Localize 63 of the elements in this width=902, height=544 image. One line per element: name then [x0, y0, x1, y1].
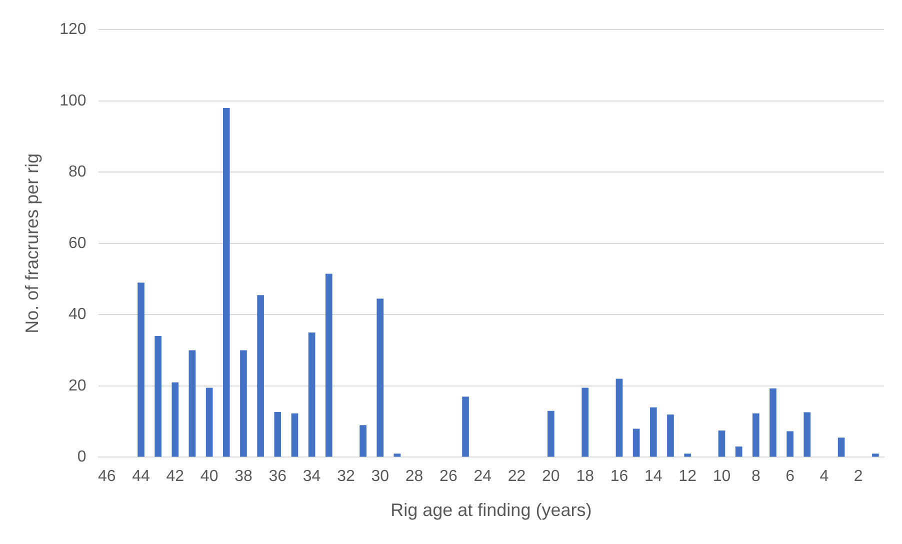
- bar: [804, 412, 811, 457]
- bar: [582, 388, 589, 457]
- bar: [770, 388, 776, 457]
- x-tick-label: 20: [542, 468, 560, 486]
- x-tick-label: 24: [474, 468, 492, 486]
- bar: [632, 428, 640, 457]
- bar: [376, 298, 384, 457]
- bar: [240, 350, 247, 457]
- bar: [291, 413, 298, 457]
- bar: [462, 396, 469, 457]
- x-tick-label: 14: [644, 468, 662, 486]
- bar: [752, 413, 760, 457]
- x-tick-label: 16: [610, 468, 628, 486]
- y-axis-title: No. of fracrures per rig: [22, 153, 42, 334]
- bar: [684, 454, 691, 457]
- x-tick-label: 38: [234, 468, 252, 486]
- x-tick-label: 30: [371, 468, 390, 486]
- x-tick-label: 10: [712, 468, 731, 486]
- y-tick-label: 20: [68, 377, 86, 394]
- x-tick-label: 44: [132, 468, 150, 486]
- bar: [838, 438, 845, 457]
- bar: [154, 336, 162, 457]
- y-tick-label: 40: [68, 306, 86, 324]
- x-tick-label: 8: [751, 468, 760, 486]
- x-tick-label: 32: [337, 468, 355, 486]
- x-axis-title: Rig age at finding (years): [390, 500, 592, 520]
- y-tick-label: 60: [68, 234, 86, 252]
- bar: [360, 425, 366, 457]
- bar: [188, 350, 196, 457]
- x-tick-label: 18: [576, 468, 594, 486]
- x-tick-label: 22: [508, 468, 526, 486]
- y-tick-label: 100: [60, 92, 86, 110]
- x-tick-label: 2: [854, 468, 863, 486]
- bar: [206, 388, 213, 457]
- bar: [172, 382, 179, 457]
- bar: [325, 274, 332, 457]
- bar: [667, 414, 674, 457]
- y-tick-label: 0: [77, 448, 86, 466]
- bar: [650, 407, 657, 457]
- bar: [872, 454, 879, 457]
- x-tick-label: 42: [166, 468, 184, 486]
- x-tick-label: 28: [405, 468, 424, 486]
- bar: [222, 108, 230, 457]
- bar: [274, 412, 282, 457]
- x-tick-label: 26: [440, 468, 458, 486]
- bar: [308, 332, 316, 457]
- x-tick-label: 4: [820, 468, 829, 486]
- bar: [718, 430, 726, 457]
- bar: [257, 295, 264, 457]
- bar: [138, 282, 144, 457]
- y-tick-label: 120: [60, 21, 86, 38]
- x-tick-label: 6: [786, 468, 795, 486]
- bar: [548, 410, 554, 457]
- x-tick-label: 34: [302, 468, 321, 486]
- y-tick-label: 80: [68, 164, 86, 181]
- bar: [735, 446, 742, 457]
- bar: [394, 454, 401, 457]
- x-tick-label: 36: [268, 468, 287, 486]
- x-tick-label: 46: [98, 468, 116, 486]
- bar: [786, 431, 794, 457]
- x-tick-label: 12: [678, 468, 697, 486]
- bar: [616, 378, 623, 457]
- x-tick-label: 40: [200, 468, 218, 486]
